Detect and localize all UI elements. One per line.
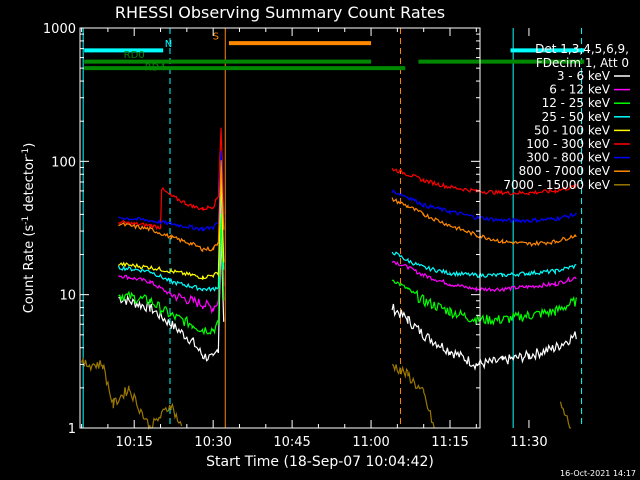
x-tick-label-1: 10:30 [194, 435, 231, 450]
series-line-7 [118, 160, 577, 253]
legend-label-5: 100 - 300 keV [526, 137, 610, 151]
legend-label-1: 6 - 12 keV [549, 83, 611, 97]
flag-label-1: S [213, 31, 219, 42]
x-tick-label-5: 11:30 [510, 435, 547, 450]
flag-label-2: RD0 [124, 50, 145, 61]
series-line-1 [118, 190, 577, 315]
legend-header-line2: FDecim 1, Att 0 [536, 56, 629, 70]
series-line-0 [118, 231, 577, 371]
legend-label-2: 12 - 25 keV [542, 96, 611, 110]
legend-header-line1: Det 1,3,4,5,6,9, [535, 42, 629, 56]
y-tick-label-3: 1000 [43, 22, 76, 37]
chart-title: RHESSI Observing Summary Count Rates [115, 3, 445, 22]
x-tick-label-2: 10:45 [273, 435, 310, 450]
y-tick-label-2: 100 [51, 155, 76, 170]
legend-label-3: 25 - 50 keV [542, 110, 611, 124]
flag-label-3: RD4 [145, 63, 166, 74]
legend: Det 1,3,4,5,6,9, FDecim 1, Att 0 3 - 6 k… [503, 42, 630, 192]
y-tick-label-0: 1 [68, 422, 76, 437]
series-line-8 [81, 357, 572, 431]
legend-label-7: 800 - 7000 keV [519, 164, 611, 178]
y-tick-label-1: 10 [59, 289, 76, 304]
series-line-4 [118, 173, 225, 281]
legend-label-6: 300 - 800 keV [526, 151, 610, 165]
flag-label-0: N [165, 39, 172, 50]
series-line-3 [117, 180, 577, 293]
x-tick-label-4: 11:15 [431, 435, 468, 450]
series-group [81, 127, 577, 431]
x-axis-label: Start Time (18-Sep-07 10:04:42) [206, 454, 434, 470]
axes: 10:15 10:30 10:45 11:00 11:15 11:30 1 10 100 1000 [43, 22, 548, 450]
footer-date: 16-Oct-2021 14:17 [560, 469, 636, 478]
series-line-5 [117, 127, 577, 230]
legend-label-4: 50 - 100 keV [534, 123, 611, 137]
legend-label-0: 3 - 6 keV [557, 69, 611, 83]
plot-frame [79, 27, 481, 429]
y-axis-label: Count Rate (s-1 detector-1) [21, 143, 37, 314]
series-line-6 [118, 150, 577, 232]
legend-label-8: 7000 - 15000 keV [503, 178, 610, 192]
x-tick-label-0: 10:15 [115, 435, 152, 450]
series-line-2 [118, 213, 577, 336]
x-tick-label-3: 11:00 [352, 435, 389, 450]
